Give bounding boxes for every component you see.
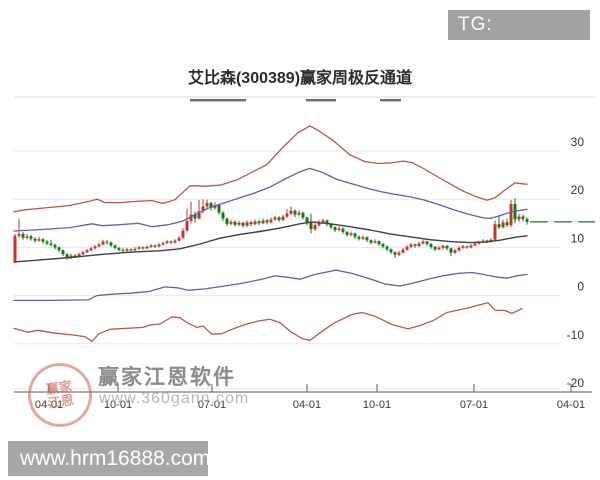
x-axis-labels: 04-01 10-01 07-01 04-01 10-01 07-01 04-01 xyxy=(35,399,585,411)
x-tick-label: 07-01 xyxy=(460,399,488,411)
y-tick-label: -20 xyxy=(567,376,585,390)
y-tick-label: -10 xyxy=(567,328,585,342)
watermark-brand: 赢家江恩软件 xyxy=(98,366,236,389)
watermark-seal-text-2: 江恩 xyxy=(46,392,75,411)
series-mid-line xyxy=(13,221,528,263)
footer-url-banner: www.hrm16888.com xyxy=(8,441,210,476)
y-tick-label: 30 xyxy=(571,135,585,149)
x-tick-label: 07-01 xyxy=(198,399,226,411)
watermark-url: www.360gann.com xyxy=(99,390,250,407)
crop-artifact-dashes xyxy=(190,99,401,102)
gridlines xyxy=(14,150,560,390)
tg-badge: TG: MYYJJPP xyxy=(448,10,590,65)
series-upper-blue-channel xyxy=(13,167,528,232)
x-tick-label: 04-01 xyxy=(35,399,63,411)
candles xyxy=(13,198,529,263)
chart-title: 艾比森(300389)赢家周极反通道 xyxy=(187,70,413,87)
y-axis-labels: 30 20 10 0 -10 -20 xyxy=(567,135,585,390)
x-tick-label: 04-01 xyxy=(557,399,585,411)
series-lower-red-channel xyxy=(13,302,523,343)
series-upper-red-channel xyxy=(13,125,528,213)
series-lower-blue-channel xyxy=(13,269,528,302)
x-tick-label: 10-01 xyxy=(104,399,132,411)
y-tick-label: 10 xyxy=(571,231,585,245)
x-tick-label: 10-01 xyxy=(363,399,391,411)
x-axis xyxy=(14,384,592,393)
y-tick-label: 20 xyxy=(571,183,585,197)
y-tick-label: 0 xyxy=(577,280,584,294)
x-tick-label: 04-01 xyxy=(293,399,321,411)
